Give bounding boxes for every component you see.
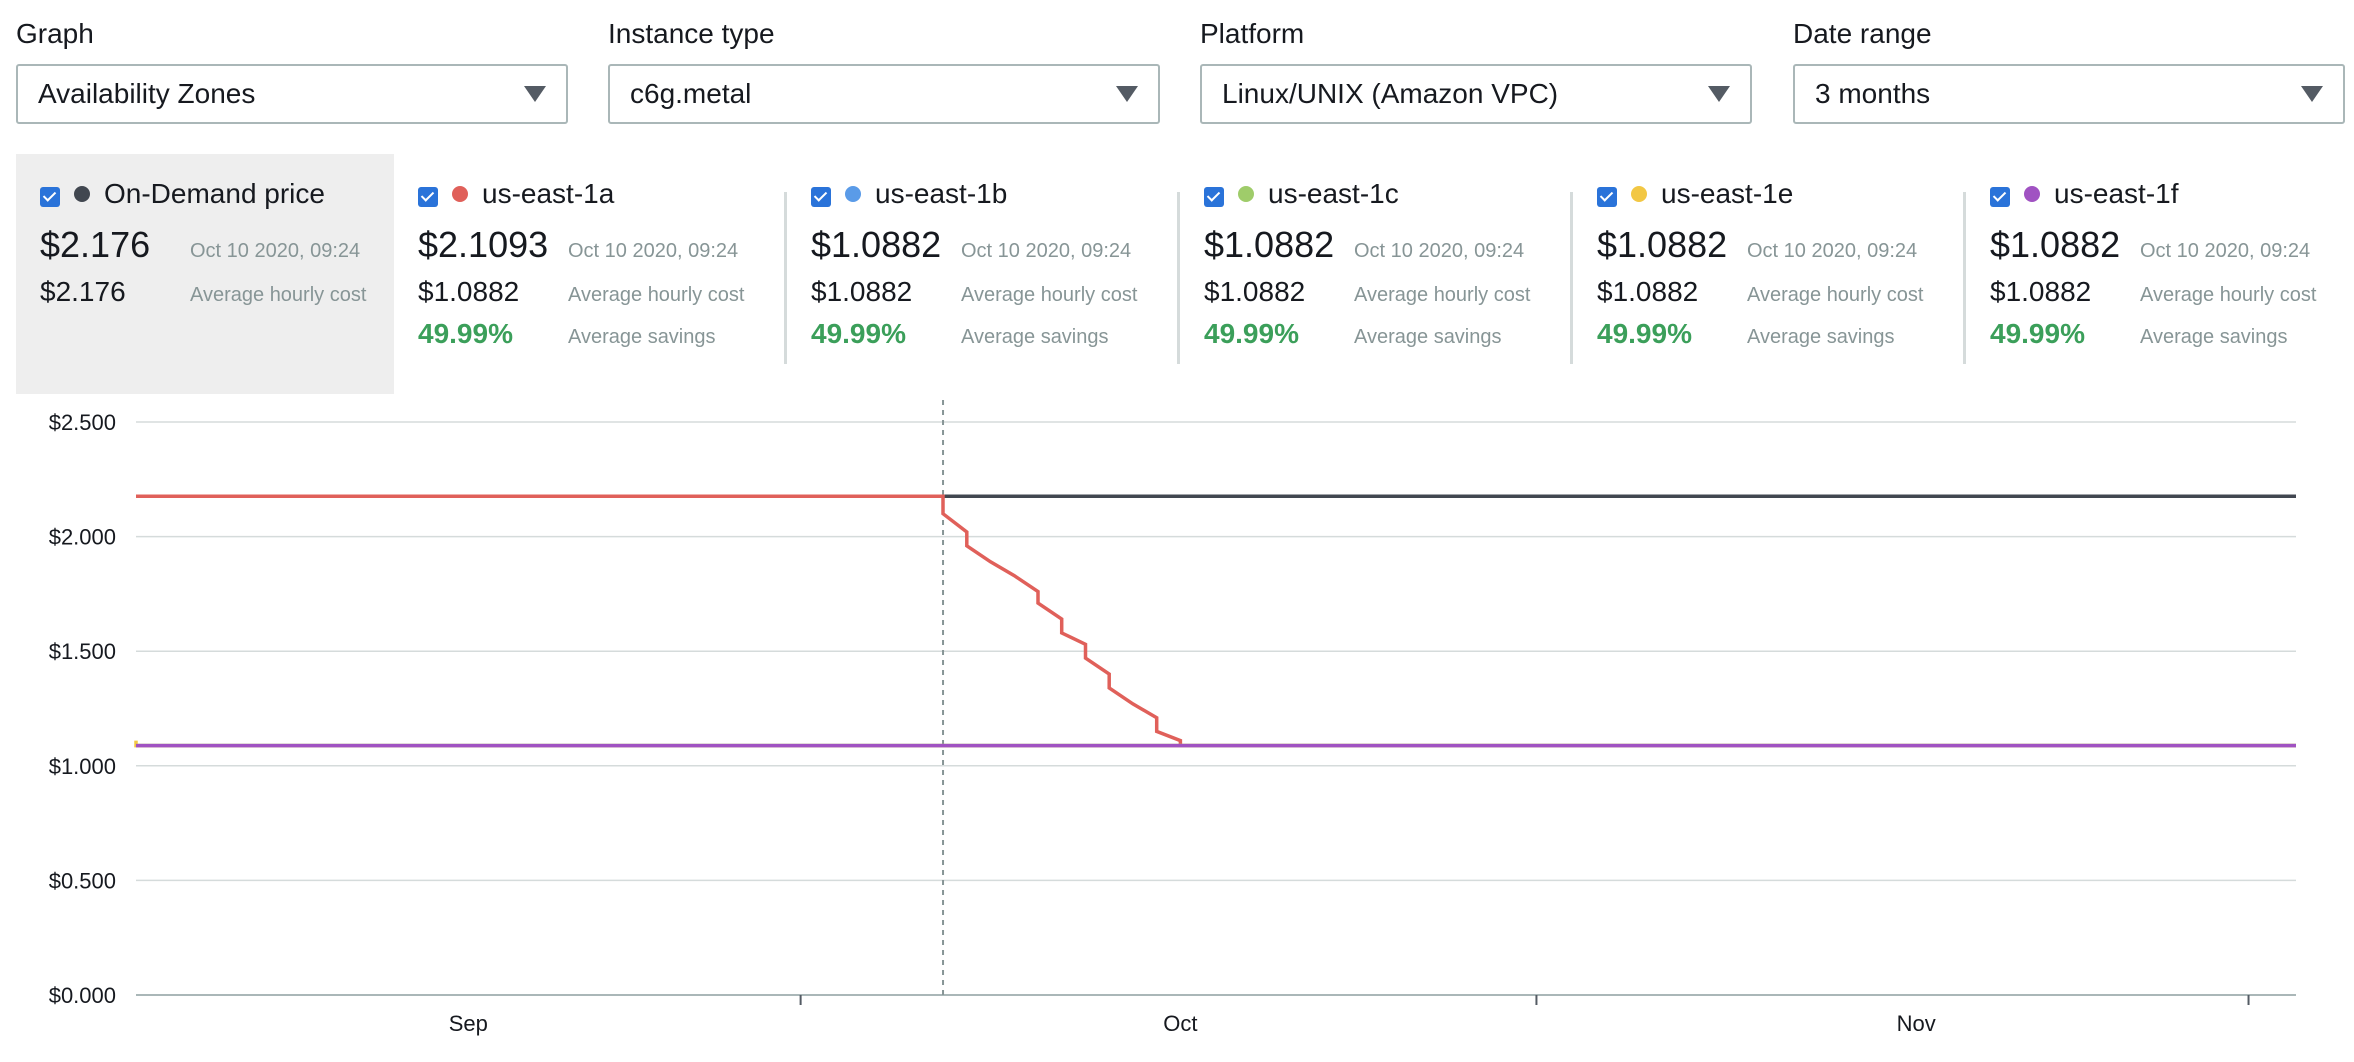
- y-tick-label: $2.500: [49, 410, 116, 435]
- on-demand-timestamp: Oct 10 2020, 09:24: [190, 240, 361, 262]
- axis-layer: $2.500 $2.000 $1.500 $1.000 $0.500 $0.000 Sep O…: [49, 410, 2250, 1036]
- zone-price: $1.0882: [811, 224, 942, 265]
- platform-value: Linux/UNIX (Amazon VPC): [1222, 78, 1559, 109]
- date-range-value: 3 months: [1815, 78, 1931, 109]
- zone-savings-label: Average savings: [2140, 326, 2288, 348]
- on-demand-checkbox[interactable]: [40, 187, 60, 207]
- date-range-select[interactable]: 3 months: [1793, 64, 2345, 124]
- zone-savings-label: Average savings: [961, 326, 1109, 348]
- on-demand-avg-cost: $2.176: [40, 276, 126, 307]
- legend-divider: [1963, 192, 1966, 364]
- zone-timestamp: Oct 10 2020, 09:24: [2140, 240, 2311, 262]
- legend-divider: [1570, 192, 1573, 364]
- zone-checkbox[interactable]: [1990, 187, 2010, 207]
- grid-layer: [136, 400, 2296, 996]
- zone-avg-cost: $1.0882: [811, 276, 913, 307]
- caret-down-icon: [1116, 86, 1138, 102]
- platform-select[interactable]: Linux/UNIX (Amazon VPC): [1200, 64, 1752, 124]
- zone-name: us-east-1b: [875, 178, 1008, 209]
- zone-timestamp: Oct 10 2020, 09:24: [568, 240, 739, 262]
- zone-checkbox[interactable]: [811, 187, 831, 207]
- graph-select-value: Availability Zones: [38, 78, 256, 109]
- platform-label: Platform: [1200, 18, 1305, 49]
- zone-savings: 49.99%: [811, 318, 906, 349]
- graph-filter: Graph Availability Zones: [16, 16, 568, 124]
- zone-timestamp: Oct 10 2020, 09:24: [961, 240, 1132, 262]
- legend-card-us-east-1b[interactable]: us-east-1b $1.0882 Oct 10 2020, 09:24 $1…: [787, 154, 1179, 394]
- date-range-label: Date range: [1793, 18, 1932, 49]
- zone-avg-cost-label: Average hourly cost: [961, 284, 1138, 306]
- y-tick-label: $0.000: [49, 983, 116, 1008]
- zone-checkbox[interactable]: [1597, 187, 1617, 207]
- zone-timestamp: Oct 10 2020, 09:24: [1354, 240, 1525, 262]
- y-tick-label: $1.500: [49, 639, 116, 664]
- zone-price: $1.0882: [1990, 224, 2121, 265]
- legend-card-us-east-1a[interactable]: us-east-1a $2.1093 Oct 10 2020, 09:24 $1…: [394, 154, 786, 394]
- zone-savings: 49.99%: [1990, 318, 2085, 349]
- on-demand-series-name: On-Demand price: [104, 178, 325, 209]
- legend-card-on-demand[interactable]: On-Demand price $2.176 Oct 10 2020, 09:2…: [16, 154, 394, 394]
- zone-checkbox[interactable]: [1204, 187, 1224, 207]
- zone-savings-label: Average savings: [568, 326, 716, 348]
- zone-price: $2.1093: [418, 224, 549, 265]
- series-color-dot-icon: [452, 186, 468, 202]
- y-tick-label: $2.000: [49, 525, 116, 550]
- zone-savings-label: Average savings: [1747, 326, 1895, 348]
- series-color-dot-icon: [2024, 186, 2040, 202]
- legend-card-us-east-1c[interactable]: us-east-1c $1.0882 Oct 10 2020, 09:24 $1…: [1180, 154, 1572, 394]
- platform-filter: Platform Linux/UNIX (Amazon VPC): [1200, 16, 1752, 124]
- instance-type-value: c6g.metal: [630, 78, 752, 109]
- legend-card-us-east-1e[interactable]: us-east-1e $1.0882 Oct 10 2020, 09:24 $1…: [1573, 154, 1965, 394]
- x-tick-label: Sep: [449, 1011, 488, 1036]
- zone-price: $1.0882: [1597, 224, 1728, 265]
- zone-avg-cost: $1.0882: [418, 276, 520, 307]
- x-tick-label: Oct: [1163, 1011, 1197, 1036]
- on-demand-avg-cost-label: Average hourly cost: [190, 284, 367, 306]
- y-tick-label: $1.000: [49, 754, 116, 779]
- legend-card-us-east-1f[interactable]: us-east-1f $1.0882 Oct 10 2020, 09:24 $1…: [1966, 154, 2354, 394]
- legend-divider: [1177, 192, 1180, 364]
- date-range-filter: Date range 3 months: [1793, 16, 2345, 124]
- zone-savings: 49.99%: [1597, 318, 1692, 349]
- zone-name: us-east-1a: [482, 178, 615, 209]
- price-history-chart[interactable]: $2.500 $2.000 $1.500 $1.000 $0.500 $0.000 Sep O…: [0, 400, 2354, 1062]
- zone-avg-cost: $1.0882: [1597, 276, 1699, 307]
- zone-avg-cost: $1.0882: [1990, 276, 2092, 307]
- legend-divider: [784, 192, 787, 364]
- y-tick-label: $0.500: [49, 868, 116, 893]
- zone-name: us-east-1c: [1268, 178, 1399, 209]
- zone-avg-cost-label: Average hourly cost: [1747, 284, 1924, 306]
- zone-avg-cost-label: Average hourly cost: [2140, 284, 2317, 306]
- zone-checkbox[interactable]: [418, 187, 438, 207]
- zone-avg-cost-label: Average hourly cost: [1354, 284, 1531, 306]
- instance-type-filter: Instance type c6g.metal: [608, 16, 1160, 124]
- caret-down-icon: [524, 86, 546, 102]
- zone-name: us-east-1e: [1661, 178, 1794, 209]
- zone-avg-cost-label: Average hourly cost: [568, 284, 745, 306]
- series-color-dot-icon: [1238, 186, 1254, 202]
- zone-savings: 49.99%: [1204, 318, 1299, 349]
- zone-name: us-east-1f: [2054, 178, 2179, 209]
- x-tick-label: Nov: [1897, 1011, 1936, 1036]
- instance-type-select[interactable]: c6g.metal: [608, 64, 1160, 124]
- zone-savings-label: Average savings: [1354, 326, 1502, 348]
- series-line-us-east-1a: [136, 494, 2296, 748]
- zone-price: $1.0882: [1204, 224, 1335, 265]
- series-color-dot-icon: [845, 186, 861, 202]
- instance-type-label: Instance type: [608, 18, 775, 49]
- zone-avg-cost: $1.0882: [1204, 276, 1306, 307]
- graph-filter-label: Graph: [16, 18, 94, 49]
- graph-select[interactable]: Availability Zones: [16, 64, 568, 124]
- zone-timestamp: Oct 10 2020, 09:24: [1747, 240, 1918, 262]
- series-layer: [134, 494, 2296, 748]
- on-demand-price: $2.176: [40, 224, 151, 265]
- caret-down-icon: [2301, 86, 2323, 102]
- caret-down-icon: [1708, 86, 1730, 102]
- zone-savings: 49.99%: [418, 318, 513, 349]
- series-color-dot-icon: [1631, 186, 1647, 202]
- series-color-dot-icon: [74, 186, 90, 202]
